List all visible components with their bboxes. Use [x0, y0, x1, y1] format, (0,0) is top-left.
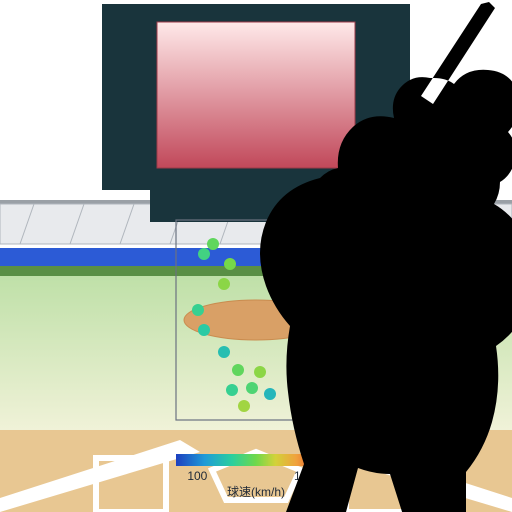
- colorbar-tick-label: 100: [187, 469, 207, 483]
- pitch-marker: [192, 304, 204, 316]
- pitch-location-chart: 100150球速(km/h): [0, 0, 512, 512]
- pitch-marker: [232, 364, 244, 376]
- pitch-marker: [264, 388, 276, 400]
- pitch-marker: [198, 324, 210, 336]
- pitch-marker: [198, 248, 210, 260]
- pitch-marker: [226, 384, 238, 396]
- colorbar-axis-label: 球速(km/h): [227, 485, 285, 499]
- pitch-marker: [218, 278, 230, 290]
- scoreboard-screen: [157, 22, 355, 168]
- pitch-marker: [224, 258, 236, 270]
- pitch-marker: [238, 400, 250, 412]
- pitch-marker: [207, 238, 219, 250]
- pitch-marker: [218, 346, 230, 358]
- pitch-marker: [246, 382, 258, 394]
- pitch-marker: [254, 366, 266, 378]
